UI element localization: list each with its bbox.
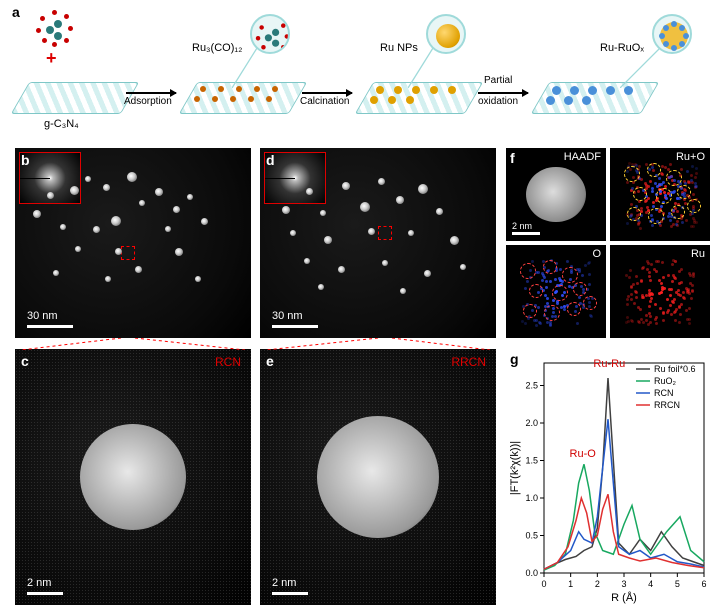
tem-panel-d: d 30 nm [260, 148, 496, 338]
tem-panel-e: e RRCN 2 nm [260, 349, 496, 605]
scalebar-d [272, 325, 318, 328]
svg-text:0: 0 [541, 579, 546, 589]
arrow-label-oxidation-1: Partial [484, 76, 512, 86]
eels-label-o: O [592, 248, 601, 260]
svg-text:R (Å): R (Å) [611, 591, 637, 604]
scalebar-label-f: 2 nm [512, 221, 532, 231]
eels-label-ruo: Ru+O [676, 151, 705, 163]
svg-text:0.0: 0.0 [525, 568, 538, 578]
eels-haadf: HAADF 2 nm [506, 148, 606, 241]
svg-text:RCN: RCN [654, 388, 674, 398]
gc3n4-label: g-C₃N₄ [44, 118, 79, 130]
zoom-line-2 [408, 48, 438, 88]
scalebar-label-b: 30 nm [27, 310, 58, 322]
svg-text:2: 2 [595, 579, 600, 589]
panel-f-eels: HAADF 2 nm Ru+O O Ru [506, 148, 710, 338]
arrow-calcination [302, 92, 352, 94]
panel-label-d: d [266, 152, 275, 168]
svg-text:2.0: 2.0 [525, 418, 538, 428]
nanoparticle-e [317, 416, 440, 539]
arrow-adsorption [126, 92, 176, 94]
svg-text:0.5: 0.5 [525, 531, 538, 541]
zoom-line-1 [232, 48, 262, 88]
plus-icon: + [46, 48, 57, 69]
panel-label-e: e [266, 353, 274, 369]
arrow-label-adsorption: Adsorption [124, 96, 172, 107]
sample-label-e: RRCN [451, 355, 486, 369]
panel-label-f: f [510, 150, 515, 166]
sample-label-c: RCN [215, 355, 241, 369]
scalebar-b [27, 325, 73, 328]
svg-text:6: 6 [701, 579, 706, 589]
panel-label-g: g [510, 351, 519, 367]
scalebar-label-c: 2 nm [27, 577, 51, 589]
panel-label-a: a [12, 4, 20, 20]
svg-text:RRCN: RRCN [654, 400, 680, 410]
step1-label: Ru₃(CO)₁₂ [192, 42, 242, 54]
zoom-connectors-de [260, 338, 496, 350]
panel-label-b: b [21, 152, 30, 168]
svg-text:RuO₂: RuO₂ [654, 376, 677, 386]
svg-text:Ru-Ru: Ru-Ru [593, 358, 625, 370]
svg-text:1: 1 [568, 579, 573, 589]
scalebar-label-e: 2 nm [272, 577, 296, 589]
step3-label: Ru-RuOₓ [600, 42, 644, 54]
nanoparticle-c [80, 424, 186, 530]
arrow-oxidation [478, 92, 528, 94]
zoom-connectors-bc [15, 338, 251, 350]
tem-panel-b: b 30 nm [15, 148, 251, 338]
zoom-box-b [121, 246, 135, 260]
svg-text:Ru foil*0.6: Ru foil*0.6 [654, 364, 696, 374]
eels-ru: Ru [610, 245, 710, 338]
zoom-line-3 [620, 48, 662, 88]
scalebar-e [272, 592, 308, 595]
eels-label-haadf: HAADF [564, 151, 601, 163]
gc3n4-sheet [11, 82, 139, 114]
panel-a-schematic: a + g-C₃N₄ Adsorption Ru₃(CO)₁₂ Calcinat… [0, 0, 717, 138]
eels-ru-plus-o: Ru+O [610, 148, 710, 241]
panel-label-c: c [21, 353, 29, 369]
svg-text:1.0: 1.0 [525, 493, 538, 503]
eels-o: O [506, 245, 606, 338]
exafs-svg: 0 1 2 3 4 5 6 0.0 0.5 1.0 1.5 2.0 2.5 R (Å) |FT(k²χ(k)… [506, 349, 710, 605]
scalebar-c [27, 592, 63, 595]
zoom-box-d [378, 226, 392, 240]
svg-text:|FT(k²χ(k))|: |FT(k²χ(k))| [509, 441, 521, 495]
panel-g-exafs-chart: g 0 1 2 3 4 5 6 0.0 0.5 1.0 1.5 2.0 2.5 R (Å) |FT(k²χ(… [506, 349, 710, 605]
arrow-label-calcination: Calcination [300, 96, 349, 107]
ru3co12-molecule [34, 10, 74, 46]
svg-text:1.5: 1.5 [525, 456, 538, 466]
eels-label-ru: Ru [691, 248, 705, 260]
svg-text:2.5: 2.5 [525, 381, 538, 391]
arrow-label-oxidation-2: oxidation [478, 96, 518, 107]
step2-label: Ru NPs [380, 42, 418, 54]
scalebar-label-d: 30 nm [272, 310, 303, 322]
svg-text:5: 5 [675, 579, 680, 589]
svg-text:3: 3 [621, 579, 626, 589]
tem-panel-c: c RCN 2 nm [15, 349, 251, 605]
svg-text:Ru-O: Ru-O [570, 448, 597, 460]
svg-text:4: 4 [648, 579, 653, 589]
